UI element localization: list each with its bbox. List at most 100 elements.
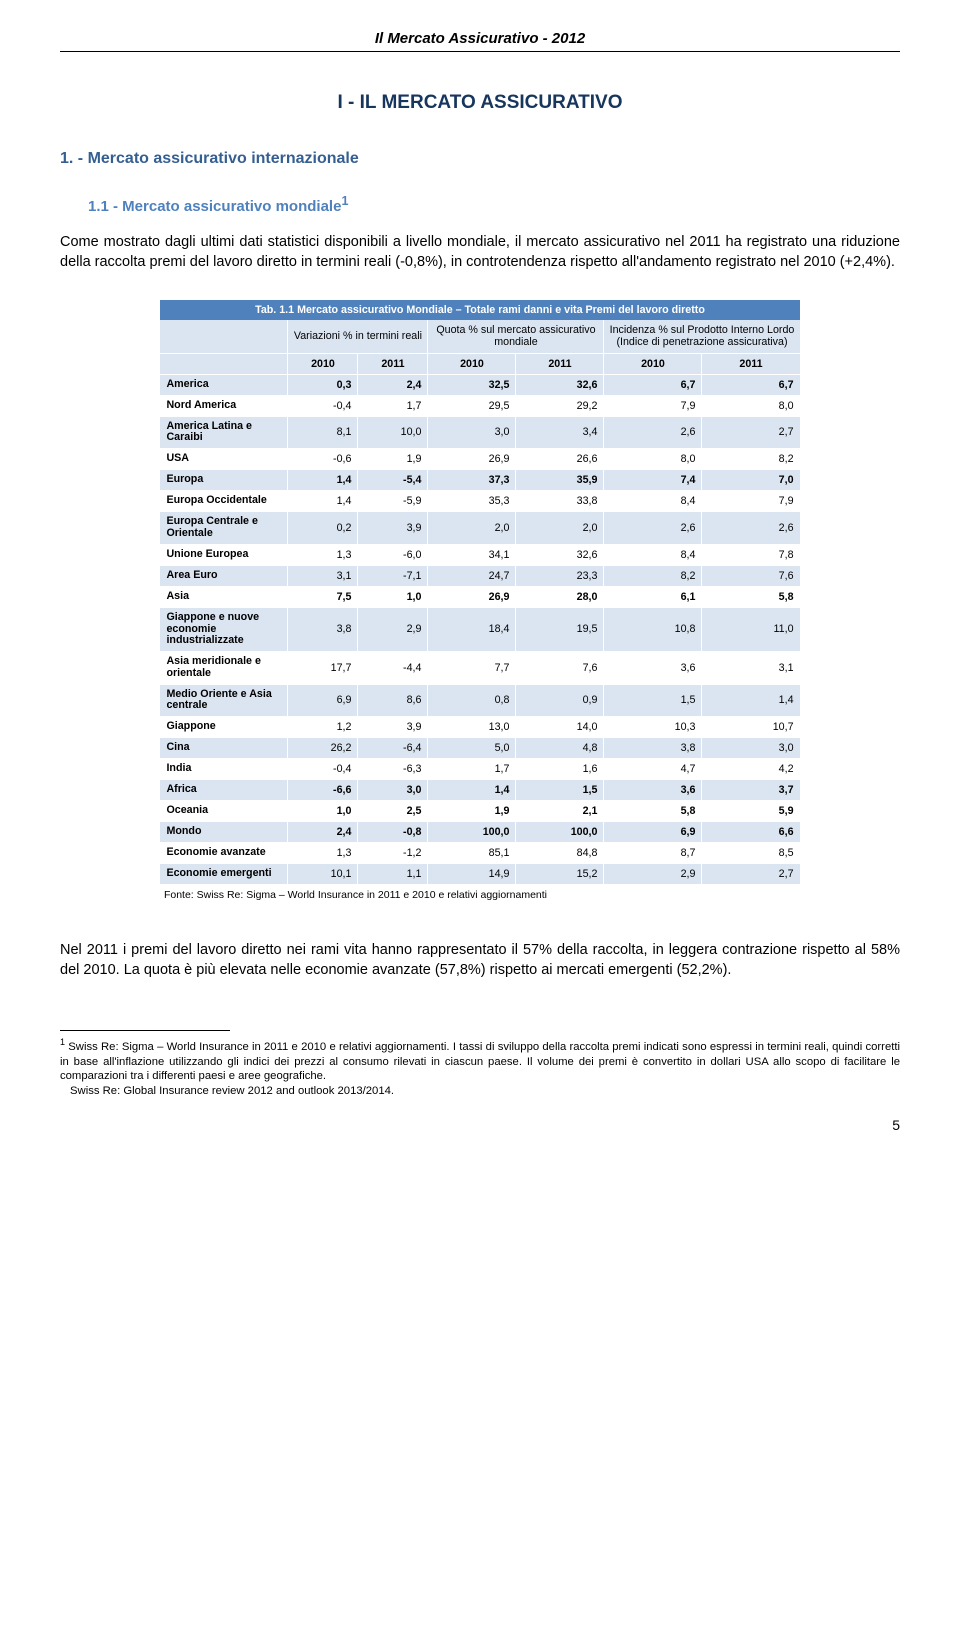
table-cell: 3,7	[702, 780, 800, 801]
table-row: Europa Centrale e Orientale0,23,92,02,02…	[160, 512, 800, 545]
table-cell: 23,3	[516, 565, 604, 586]
table-cell: 0,3	[288, 374, 358, 395]
table-cell: 3,9	[358, 512, 428, 545]
table-cell: 2,5	[358, 801, 428, 822]
table-cell: 3,0	[428, 416, 516, 449]
page-title: I - IL MERCATO ASSICURATIVO	[60, 92, 900, 114]
table-cell: 14,9	[428, 864, 516, 885]
table-container: Tab. 1.1 Mercato assicurativo Mondiale –…	[60, 300, 900, 901]
table-cell: 2,0	[516, 512, 604, 545]
table-cell: -7,1	[358, 565, 428, 586]
table-cell: -0,8	[358, 822, 428, 843]
table-cell: 3,0	[358, 780, 428, 801]
table-cell: 8,7	[604, 843, 702, 864]
table-cell: 7,8	[702, 544, 800, 565]
row-label: Africa	[160, 780, 288, 801]
table-cell: 2,6	[604, 416, 702, 449]
footnote-marker: 1	[60, 1037, 65, 1047]
table-row: USA-0,61,926,926,68,08,2	[160, 449, 800, 470]
table-cell: 26,9	[428, 449, 516, 470]
table-cell: 7,5	[288, 586, 358, 607]
year-header: 2010	[288, 353, 358, 374]
footnote-ref: 1	[341, 194, 348, 208]
table-cell: 1,7	[358, 395, 428, 416]
table-cell: 2,7	[702, 864, 800, 885]
table-row: Area Euro3,1-7,124,723,38,27,6	[160, 565, 800, 586]
table-cell: -6,6	[288, 780, 358, 801]
section-heading: 1. - Mercato assicurativo internazionale	[60, 150, 900, 168]
table-cell: -0,4	[288, 759, 358, 780]
table-row: Economie emergenti10,11,114,915,22,92,7	[160, 864, 800, 885]
table-cell: 1,9	[358, 449, 428, 470]
table-row: America Latina e Caraibi8,110,03,03,42,6…	[160, 416, 800, 449]
table-cell: 2,0	[428, 512, 516, 545]
table-cell: 35,3	[428, 491, 516, 512]
row-label: Unione Europea	[160, 544, 288, 565]
table-cell: 6,7	[604, 374, 702, 395]
table-row: Cina26,2-6,45,04,83,83,0	[160, 738, 800, 759]
table-row: Africa-6,63,01,41,53,63,7	[160, 780, 800, 801]
table-year-row: 2010 2011 2010 2011 2010 2011	[160, 353, 800, 374]
row-label: Economie emergenti	[160, 864, 288, 885]
table-cell: 1,2	[288, 717, 358, 738]
table-cell: 10,0	[358, 416, 428, 449]
table-row: Economie avanzate1,3-1,285,184,88,78,5	[160, 843, 800, 864]
table-cell: 33,8	[516, 491, 604, 512]
table-cell: 1,3	[288, 843, 358, 864]
table-caption: Tab. 1.1 Mercato assicurativo Mondiale –…	[160, 300, 800, 320]
table-cell: 84,8	[516, 843, 604, 864]
row-label: Nord America	[160, 395, 288, 416]
row-label: India	[160, 759, 288, 780]
table-row: Asia meridionale e orientale17,7-4,47,77…	[160, 652, 800, 685]
table-cell: 100,0	[428, 822, 516, 843]
table-cell: 5,0	[428, 738, 516, 759]
table-cell: 3,6	[604, 780, 702, 801]
table-cell: 8,2	[702, 449, 800, 470]
table-cell: 1,5	[604, 684, 702, 717]
table-row: Mondo2,4-0,8100,0100,06,96,6	[160, 822, 800, 843]
table-cell: 3,8	[604, 738, 702, 759]
table-cell: 7,9	[702, 491, 800, 512]
table-cell: 1,4	[702, 684, 800, 717]
footnote: 1 Swiss Re: Sigma – World Insurance in 2…	[60, 1037, 900, 1098]
table-row: Unione Europea1,3-6,034,132,68,47,8	[160, 544, 800, 565]
table-cell: 5,9	[702, 801, 800, 822]
page: Il Mercato Assicurativo - 2012 I - IL ME…	[0, 0, 960, 1173]
table-cell: 32,6	[516, 374, 604, 395]
intro-paragraph: Come mostrato dagli ultimi dati statisti…	[60, 233, 900, 272]
table-row: Giappone e nuove economie industrializza…	[160, 607, 800, 651]
row-label: Mondo	[160, 822, 288, 843]
table-cell: 10,1	[288, 864, 358, 885]
footnote-text-2: Swiss Re: Global Insurance review 2012 a…	[60, 1084, 900, 1099]
table-cell: -4,4	[358, 652, 428, 685]
table-cell: 0,8	[428, 684, 516, 717]
table-cell: -6,0	[358, 544, 428, 565]
table-source: Fonte: Swiss Re: Sigma – World Insurance…	[160, 885, 800, 902]
table-cell: 8,0	[702, 395, 800, 416]
row-label: Medio Oriente e Asia centrale	[160, 684, 288, 717]
row-label: Europa	[160, 470, 288, 491]
table-row: Europa1,4-5,437,335,97,47,0	[160, 470, 800, 491]
table-cell: 10,3	[604, 717, 702, 738]
table-cell: 1,1	[358, 864, 428, 885]
table-cell: 6,1	[604, 586, 702, 607]
table-cell: 29,5	[428, 395, 516, 416]
table-cell: 1,5	[516, 780, 604, 801]
table-row: Medio Oriente e Asia centrale6,98,60,80,…	[160, 684, 800, 717]
table-cell: 3,1	[702, 652, 800, 685]
table-cell: -6,3	[358, 759, 428, 780]
table-cell: -0,6	[288, 449, 358, 470]
year-header: 2011	[358, 353, 428, 374]
table-cell: 2,1	[516, 801, 604, 822]
table-body: America0,32,432,532,66,76,7Nord America-…	[160, 374, 800, 884]
table-cell: 3,9	[358, 717, 428, 738]
table-cell: 3,0	[702, 738, 800, 759]
table-cell: 32,5	[428, 374, 516, 395]
table-cell: 7,9	[604, 395, 702, 416]
table-cell: -0,4	[288, 395, 358, 416]
table-caption-row: Tab. 1.1 Mercato assicurativo Mondiale –…	[160, 300, 800, 320]
row-label: Cina	[160, 738, 288, 759]
group-header: Quota % sul mercato assicurativo mondial…	[428, 320, 604, 353]
table-cell: 15,2	[516, 864, 604, 885]
table-cell: 10,8	[604, 607, 702, 651]
